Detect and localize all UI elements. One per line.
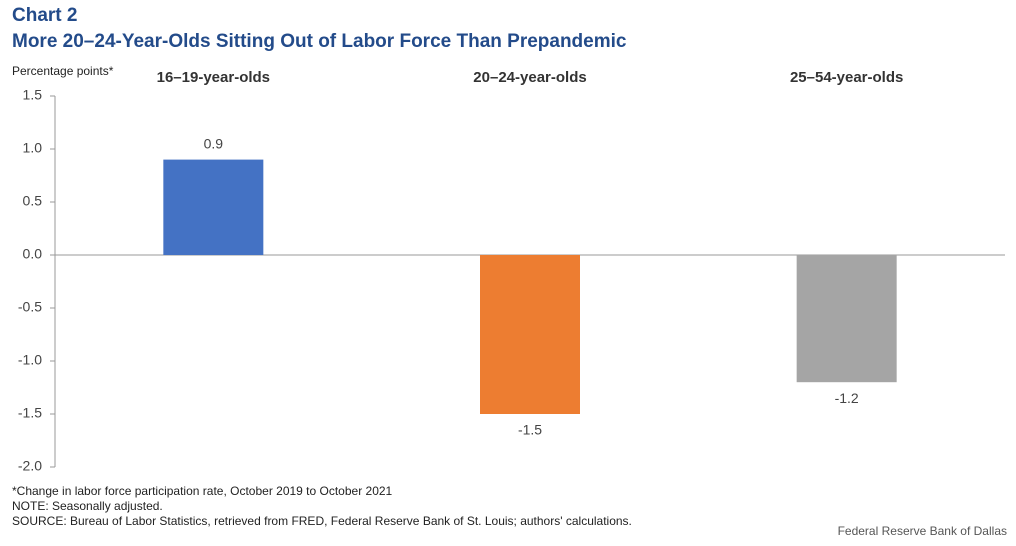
- y-tick-label: -2.0: [18, 458, 42, 474]
- y-axis-label: Percentage points*: [12, 64, 114, 78]
- credit: Federal Reserve Bank of Dallas: [838, 524, 1007, 538]
- y-tick-label: -1.0: [18, 352, 42, 368]
- note: NOTE: Seasonally adjusted.: [12, 499, 163, 513]
- category-label: 20–24-year-olds: [473, 69, 586, 86]
- y-tick-label: -0.5: [18, 299, 42, 315]
- y-tick-label: 1.0: [23, 140, 43, 156]
- y-tick-label: 0.0: [23, 246, 43, 262]
- value-label: -1.2: [835, 390, 859, 406]
- value-label: -1.5: [518, 422, 542, 438]
- value-label: 0.9: [204, 135, 224, 151]
- y-tick-label: 0.5: [23, 193, 43, 209]
- category-label: 16–19-year-olds: [157, 69, 270, 86]
- category-label: 25–54-year-olds: [790, 69, 903, 86]
- bar: [163, 159, 264, 255]
- bar: [480, 255, 580, 414]
- footnote: *Change in labor force participation rat…: [12, 484, 393, 498]
- bar: [796, 255, 897, 383]
- y-tick-label: 1.5: [23, 87, 43, 103]
- source: SOURCE: Bureau of Labor Statistics, retr…: [12, 514, 632, 528]
- y-tick-label: -1.5: [18, 405, 42, 421]
- chart-title: Chart 2: [12, 5, 77, 26]
- chart-subtitle: More 20–24-Year-Olds Sitting Out of Labo…: [12, 31, 627, 52]
